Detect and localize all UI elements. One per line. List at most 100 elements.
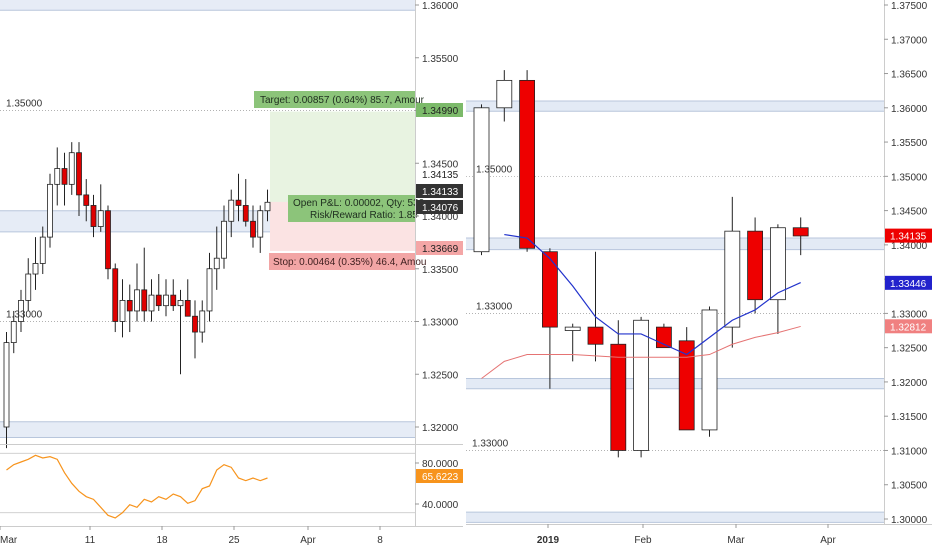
- moving-average-red: [481, 325, 801, 379]
- x-tick-label: Feb: [634, 535, 652, 546]
- candle-body: [112, 268, 119, 322]
- candle-body: [119, 299, 126, 322]
- candle-body: [250, 220, 256, 238]
- stop-text: Stop: 0.00464 (0.35%) 46.4, Amou: [273, 257, 426, 268]
- stop-label[interactable]: [269, 253, 415, 270]
- y-tick-label: 1.32500: [891, 344, 928, 355]
- osc-tick-label: 40.0000: [422, 500, 459, 511]
- candle-body: [18, 299, 24, 322]
- candle-body: [76, 152, 82, 196]
- y-tick-label: 1.32000: [891, 378, 928, 389]
- y-tick-label: 1.30000: [891, 515, 928, 526]
- y-tick-label: 1.35000: [891, 172, 928, 183]
- osc-value-text: 65.6223: [422, 472, 459, 483]
- price-badge-text: 1.33669: [422, 244, 459, 255]
- price-badge: [885, 319, 932, 334]
- candle-body: [724, 230, 741, 328]
- y-tick-label: 1.37500: [891, 1, 928, 12]
- y-tick-label: 1.35500: [891, 138, 928, 149]
- y-tick-label: 1.33500: [422, 265, 459, 276]
- left-candlestick-chart[interactable]: Target: 0.00857 (0.64%) 85.7, Amour Open…: [0, 0, 463, 550]
- candle-body: [242, 205, 249, 222]
- y-tick-label: 1.37000: [891, 35, 928, 46]
- price-badge: [416, 184, 463, 198]
- x-tick-label: 11: [85, 535, 96, 546]
- level-label: 1.33000: [476, 301, 513, 312]
- price-badge: [416, 241, 463, 255]
- candle-body: [105, 210, 111, 270]
- y-tick-label: 1.34500: [891, 207, 928, 218]
- candle-body: [213, 257, 220, 270]
- x-tick-label: Mar: [727, 535, 745, 546]
- candle-body: [3, 342, 10, 428]
- osc-value-badge: [416, 469, 463, 483]
- open-pl-label[interactable]: [288, 195, 415, 222]
- candle-body: [792, 227, 809, 237]
- candle-body: [206, 268, 213, 312]
- candle-body: [610, 343, 627, 451]
- y-tick-label: 1.33000: [422, 318, 459, 329]
- y-tick-label: 1.36000: [422, 1, 459, 12]
- candle-body: [701, 309, 718, 431]
- candle-body: [155, 294, 162, 307]
- candle-body: [47, 183, 53, 238]
- candle-body: [678, 340, 695, 431]
- candle-body: [39, 236, 46, 264]
- resistance-band: [0, 0, 415, 11]
- level-label: 1.35000: [6, 99, 43, 110]
- y-tick-label: 1.35500: [422, 54, 459, 65]
- price-badge-text: 1.32812: [890, 322, 927, 333]
- y-tick-label: 1.32000: [422, 423, 459, 434]
- candle-body: [126, 299, 133, 312]
- y-tick-label: 1.34000: [891, 241, 928, 252]
- y-tick-label: 1.34500: [422, 159, 459, 170]
- candle-body: [587, 326, 604, 345]
- price-badge: [885, 275, 932, 290]
- target-label[interactable]: [254, 91, 415, 108]
- candle-body: [769, 227, 786, 301]
- candle-body: [519, 79, 535, 249]
- x-tick-label: 8: [377, 535, 383, 546]
- price-badge: [885, 228, 932, 243]
- candle-body: [54, 168, 61, 185]
- candle-body: [542, 251, 558, 328]
- y-tick-label: 1.34000: [422, 212, 459, 223]
- candle-body: [141, 289, 148, 312]
- resistance-band: [466, 512, 884, 523]
- candle-body: [633, 319, 650, 451]
- price-badge: [416, 200, 463, 214]
- candle-body: [32, 263, 39, 275]
- right-candlestick-chart[interactable]: 1.35000 1.33000 1.33000 1.37500 1.37000 1.…: [466, 0, 932, 550]
- y-tick-label: 1.36000: [891, 104, 928, 115]
- risk-reward-text: Risk/Reward Ratio: 1.85: [310, 210, 418, 221]
- candle-body: [134, 289, 140, 312]
- resistance-band: [466, 100, 884, 112]
- price-badge-text: 1.34133: [422, 187, 459, 198]
- y-tick-label: 1.31000: [891, 446, 928, 457]
- candle-body: [257, 210, 264, 238]
- y-tick-label: 1.32500: [422, 370, 459, 381]
- target-zone[interactable]: [270, 111, 415, 202]
- x-tick-label: Apr: [300, 535, 316, 546]
- candle-body: [68, 152, 75, 185]
- candle-body: [61, 168, 68, 185]
- candle-body: [264, 201, 271, 212]
- x-tick-label: 2019: [537, 535, 560, 546]
- price-badge-text: 1.33446: [890, 279, 927, 290]
- price-candles: [473, 70, 809, 458]
- price-badge-text: 1.34076: [422, 203, 459, 214]
- candle-body: [148, 294, 155, 312]
- open-pl-text: Open P&L: 0.00002, Qty: 530: [293, 198, 425, 209]
- candle-body: [496, 79, 513, 109]
- candle-body: [228, 199, 235, 222]
- x-tick-label: Apr: [820, 535, 836, 546]
- price-badge-text: 1.34135: [422, 170, 459, 181]
- candle-body: [564, 326, 581, 331]
- candle-body: [221, 220, 227, 259]
- candle-body: [192, 315, 198, 333]
- y-tick-label: 1.30500: [891, 481, 928, 492]
- candle-body: [170, 294, 177, 307]
- x-tick-label: 25: [228, 535, 240, 546]
- candle-body: [163, 294, 169, 307]
- y-tick-label: 1.36500: [891, 70, 928, 81]
